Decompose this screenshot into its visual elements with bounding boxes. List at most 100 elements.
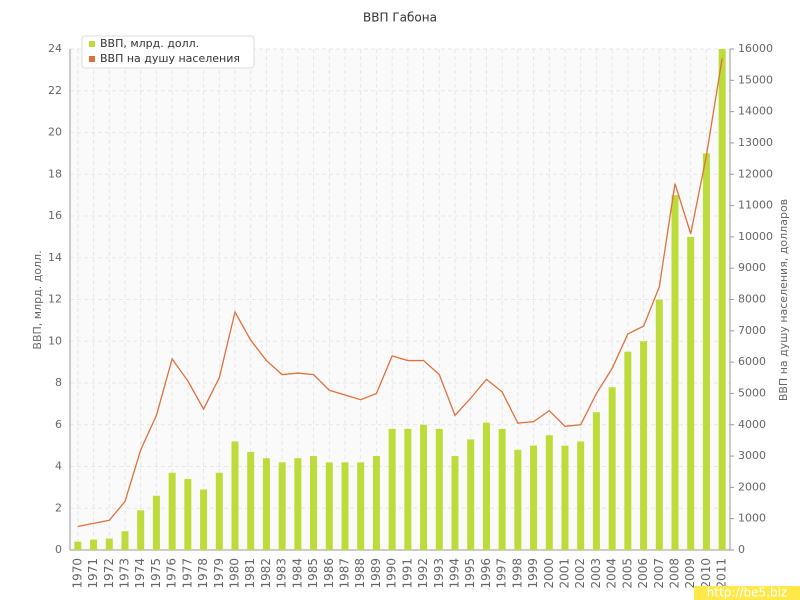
bar [514,449,522,550]
x-tick-label: 1995 [463,558,477,589]
x-tick-label: 1997 [495,558,509,589]
y2-tick-label: 12000 [738,167,773,180]
bar [545,435,553,550]
x-tick-label: 1973 [118,558,132,589]
bar [310,456,318,550]
bar [247,451,255,550]
y2-tick-label: 11000 [738,199,773,212]
x-tick-label: 2008 [668,558,682,589]
y2-tick-label: 8000 [738,293,766,306]
x-tick-label: 1979 [212,558,226,589]
x-tick-label: 1975 [149,558,163,589]
legend-box [81,35,255,69]
bar [325,462,333,550]
bar [278,462,286,550]
x-tick-label: 1993 [432,558,446,589]
bar [577,441,585,550]
x-tick-label: 1982 [259,558,273,589]
bar [561,445,569,550]
y2-tick-label: 15000 [738,73,773,86]
y2-tick-label: 14000 [738,105,773,118]
x-tick-label: 2006 [636,558,650,589]
line [77,58,723,528]
y-axis-label: ВВП, млрд. долл. [31,250,44,349]
bar [702,153,710,550]
x-tick-label: 1989 [369,558,383,589]
bar [215,472,223,550]
bar [420,424,428,550]
watermark-bg [694,586,800,600]
x-tick-label: 1996 [479,558,493,589]
y2-tick-label: 9000 [738,261,766,274]
x-tick-label: 2009 [683,558,697,589]
bar [137,510,145,550]
watermark: http://be5.biz [707,586,787,600]
y2-tick-label: 2000 [738,480,766,493]
y-tick-label: 18 [48,167,62,180]
x-tick-label: 2010 [699,558,713,589]
y2-tick-label: 10000 [738,230,773,243]
x-tick-label: 1988 [353,558,367,589]
x-tick-label: 1981 [243,558,257,589]
bar [608,387,616,550]
bar [498,428,506,550]
x-tick-label: 2007 [652,558,666,589]
bar [105,538,113,550]
x-tick-label: 1976 [165,558,179,589]
bar [624,351,632,550]
x-tick-label: 1987 [338,558,352,589]
bar [74,541,82,550]
x-tick-label: 1980 [228,558,242,589]
bar [90,539,98,550]
x-tick-label: 1978 [196,558,210,589]
y-tick-label: 24 [48,42,62,55]
x-tick-label: 1983 [275,558,289,589]
bar [640,341,648,550]
chart-title: ВВП Габона [363,11,437,25]
x-tick-label: 1974 [133,558,147,589]
bar [152,495,160,550]
legend-label: ВВП на душу населения [100,52,240,65]
x-tick-label: 1994 [448,558,462,589]
y2-tick-label: 5000 [738,386,766,399]
y2-tick-label: 7000 [738,324,766,337]
x-tick-label: 2003 [589,558,603,589]
bar [482,422,490,550]
y-tick-label: 0 [55,543,62,556]
y2-tick-label: 3000 [738,449,766,462]
x-tick-label: 2002 [573,558,587,589]
x-tick-label: 1984 [290,558,304,589]
bar [435,428,443,550]
bar [184,479,192,550]
bar [655,299,663,550]
y-tick-label: 10 [48,334,62,347]
x-tick-label: 2001 [558,558,572,589]
bar [121,531,129,550]
x-tick-label: 1985 [306,558,320,589]
legend-label: ВВП, млрд. долл. [100,37,199,50]
legend-swatch [89,56,95,62]
x-tick-label: 1986 [322,558,336,589]
y-tick-label: 14 [48,251,62,264]
x-tick-label: 2004 [605,558,619,589]
bar [231,441,239,550]
y2-tick-label: 6000 [738,355,766,368]
y-tick-label: 12 [48,293,62,306]
bar [467,439,475,550]
bar [404,428,412,550]
bar [592,412,600,550]
bar [262,458,270,550]
bar [671,195,679,550]
x-tick-label: 1977 [180,558,194,589]
y2-tick-label: 4000 [738,418,766,431]
bar [200,489,208,550]
bar [687,236,695,550]
y2-tick-label: 13000 [738,136,773,149]
x-tick-label: 2011 [715,558,729,589]
y-tick-label: 22 [48,84,62,97]
bar [530,445,538,550]
y2-tick-label: 1000 [738,512,766,525]
x-tick-label: 1992 [416,558,430,589]
x-tick-label: 1990 [385,558,399,589]
y-tick-label: 2 [55,501,62,514]
